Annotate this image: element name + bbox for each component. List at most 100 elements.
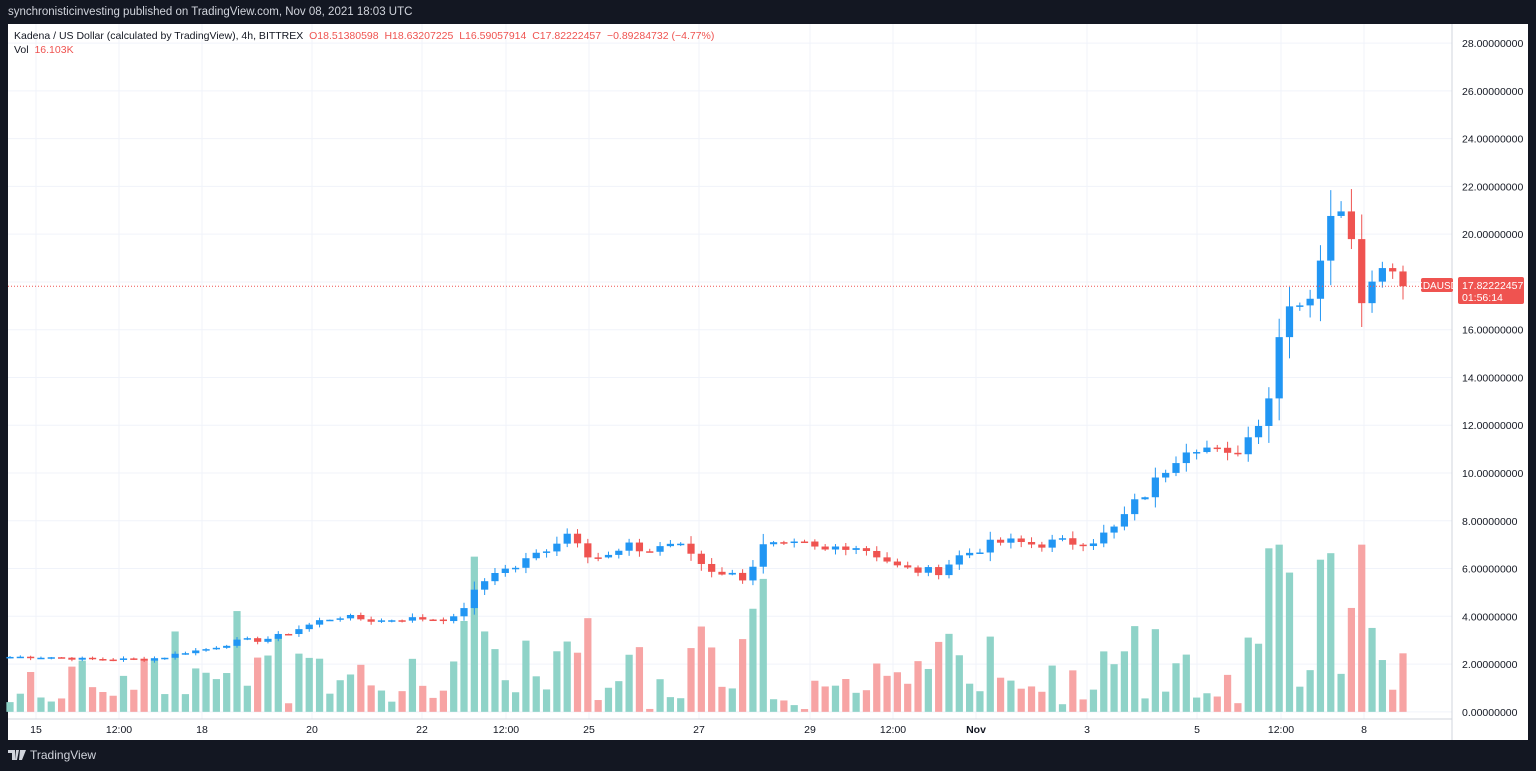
volume-bar	[976, 691, 984, 712]
volume-bar	[584, 618, 592, 712]
candle-body	[481, 581, 489, 590]
volume-bar	[1389, 689, 1397, 712]
volume-bar	[161, 694, 169, 712]
candle-body	[666, 543, 674, 547]
volume-bar	[893, 672, 902, 712]
candle-body	[976, 552, 984, 554]
candle-body	[780, 542, 788, 544]
volume-bar	[986, 636, 994, 712]
candle-body	[1296, 305, 1304, 307]
chart-frame[interactable]	[8, 24, 1528, 740]
candle-body	[68, 657, 76, 660]
candle-body	[460, 608, 468, 617]
volume-bar	[1017, 688, 1025, 712]
candle-body	[749, 566, 757, 581]
volume-bar	[625, 654, 633, 712]
volume-bar	[1358, 544, 1366, 712]
candle-body	[1048, 539, 1056, 548]
candle-body	[811, 541, 819, 547]
candle-body	[408, 617, 417, 621]
time-tick-label: 22	[416, 724, 428, 736]
candle-body	[739, 572, 747, 581]
candle-body	[27, 656, 35, 659]
candle-body	[223, 645, 231, 648]
candle-body	[1389, 268, 1397, 272]
candle-body	[130, 658, 138, 660]
volume-bar	[873, 663, 881, 712]
volume-bar	[604, 687, 613, 712]
candle-body	[1141, 497, 1149, 500]
candle-body	[893, 561, 902, 566]
candle-body	[1368, 281, 1376, 304]
volume-bar	[1131, 626, 1139, 712]
legend-volume-row: Vol 16.103K	[14, 43, 714, 57]
candle-body	[1172, 463, 1180, 473]
candle-body	[800, 541, 809, 544]
candle-body	[1275, 337, 1283, 399]
last-price-tag	[1458, 277, 1524, 304]
candle-body	[1378, 268, 1386, 282]
candle-body	[687, 543, 695, 554]
volume-bar	[656, 679, 664, 712]
volume-bar	[1275, 544, 1283, 712]
candle-body	[1089, 543, 1098, 547]
volume-bar	[1223, 674, 1232, 712]
candle-body	[264, 638, 272, 642]
price-axis[interactable]: 0.00000000 2.00000000 4.00000000 6.00000000…	[1462, 38, 1523, 719]
volume-bars	[6, 544, 1407, 712]
volume-bar	[1378, 660, 1386, 712]
volume-bar	[1100, 651, 1108, 712]
volume-bar	[212, 679, 220, 712]
candle-body	[873, 550, 881, 558]
candle-body	[862, 548, 871, 551]
candle-body	[935, 567, 943, 576]
candle-body	[1182, 452, 1190, 464]
volume-bar	[47, 701, 55, 712]
volume-bar	[955, 655, 963, 712]
candle-body	[831, 546, 840, 550]
volume-bar	[821, 686, 829, 712]
price-tick-label: 0.00000000	[1462, 707, 1518, 719]
volume-bar	[6, 702, 14, 712]
volume-bar	[419, 685, 427, 712]
volume-bar	[130, 689, 138, 712]
volume-bar	[718, 686, 726, 712]
candle-body	[955, 555, 963, 565]
candle-body	[945, 564, 953, 576]
time-tick-label: 27	[693, 724, 705, 736]
volume-bar	[171, 631, 179, 712]
candle-body	[573, 533, 582, 544]
candle-body	[511, 567, 520, 570]
volume-bar	[522, 640, 530, 712]
candle-body	[1306, 298, 1314, 306]
candle-body	[697, 553, 705, 564]
volume-bar	[1265, 548, 1273, 712]
volume-bar	[1151, 629, 1159, 712]
price-tick-label: 4.00000000	[1462, 611, 1518, 623]
candle-body	[429, 619, 437, 622]
time-tick-label: 29	[804, 724, 816, 736]
volume-bar	[1162, 691, 1170, 712]
price-tick-label: 24.00000000	[1462, 134, 1523, 146]
volume-bar	[1058, 704, 1067, 712]
time-tick-label: 18	[196, 724, 208, 736]
time-axis[interactable]: 15 12:00 18 20 22 12:00 25 27 29 12:00 Nov 3 5 12:00 8	[30, 724, 1367, 736]
candle-body	[769, 542, 778, 545]
price-tick-label: 14.00000000	[1462, 372, 1523, 384]
candle-body	[161, 657, 169, 660]
candle-body	[594, 557, 602, 559]
time-tick-label: 5	[1194, 724, 1200, 736]
candle-body	[16, 656, 24, 659]
volume-bar	[357, 664, 365, 712]
candle-body	[914, 567, 922, 573]
candle-body	[315, 620, 324, 625]
volume-bar	[1337, 673, 1345, 712]
volume-bar	[1110, 664, 1118, 712]
low-value: L16.59057914	[459, 30, 527, 42]
time-tick-label: 12:00	[493, 724, 519, 736]
volume-bar	[945, 633, 953, 712]
volume-bar	[305, 657, 313, 712]
tradingview-logo[interactable]: TradingView	[8, 748, 96, 762]
candle-body	[491, 572, 499, 582]
